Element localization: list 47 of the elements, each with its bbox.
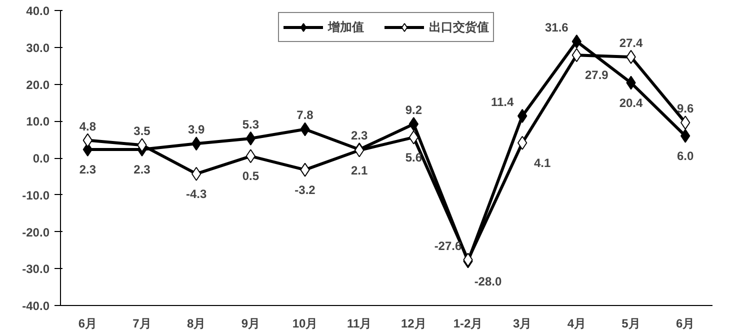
data-label: 31.6 — [544, 20, 569, 34]
data-label: 20.4 — [619, 96, 644, 110]
x-tick-label: 6月 — [78, 316, 98, 330]
data-label: 27.4 — [619, 36, 644, 50]
x-tick-label: 9月 — [241, 316, 260, 330]
data-label: 0.5 — [242, 169, 260, 184]
y-tick-label: -20.0 — [22, 225, 50, 240]
data-label: -3.2 — [294, 182, 316, 197]
data-label: 5.6 — [405, 150, 422, 164]
y-tick-label: 40.0 — [26, 4, 50, 18]
data-label: 4.8 — [79, 119, 96, 134]
y-tick-label: -30.0 — [22, 262, 50, 276]
data-label: 2.3 — [350, 128, 368, 143]
legend-label: 增加值 — [328, 18, 364, 36]
data-label: -27.6 — [434, 238, 462, 253]
data-label: 4.1 — [534, 156, 551, 170]
data-label: 11.4 — [490, 94, 514, 109]
x-tick-label: 6月 — [676, 316, 695, 330]
data-label: -28.0 — [474, 274, 502, 288]
data-label: 2.3 — [134, 162, 151, 177]
x-tick-label: 1-2月 — [453, 316, 483, 330]
y-tick-label: 30.0 — [26, 40, 50, 55]
x-tick-label: 11月 — [346, 316, 372, 330]
x-tick-label: 7月 — [132, 316, 152, 330]
data-label: 2.1 — [350, 163, 368, 178]
data-label: 7.8 — [296, 108, 314, 122]
y-tick-label: 10.0 — [26, 114, 50, 129]
x-tick-label: 8月 — [186, 316, 206, 330]
legend-label: 出口交货值 — [429, 18, 489, 36]
y-tick-label: -10.0 — [22, 188, 50, 202]
data-label: 3.5 — [134, 124, 151, 138]
y-tick-label: 20.0 — [26, 78, 50, 92]
data-label: -4.3 — [186, 186, 207, 201]
data-label: 9.2 — [405, 103, 422, 118]
data-label: 3.9 — [188, 122, 205, 137]
data-label: 5.3 — [242, 117, 260, 132]
data-label: 2.3 — [79, 162, 96, 177]
x-tick-label: 5月 — [622, 316, 640, 330]
x-tick-label: 10月 — [292, 316, 318, 330]
data-label: 27.9 — [584, 68, 609, 82]
x-tick-label: 12月 — [400, 316, 426, 330]
data-label: 9.6 — [676, 102, 694, 116]
data-label: 6.0 — [676, 148, 694, 163]
y-tick-label: -40.0 — [22, 299, 50, 313]
x-tick-label: 3月 — [512, 316, 532, 330]
x-tick-label: 4月 — [567, 316, 586, 330]
y-tick-label: 0.0 — [32, 152, 50, 166]
